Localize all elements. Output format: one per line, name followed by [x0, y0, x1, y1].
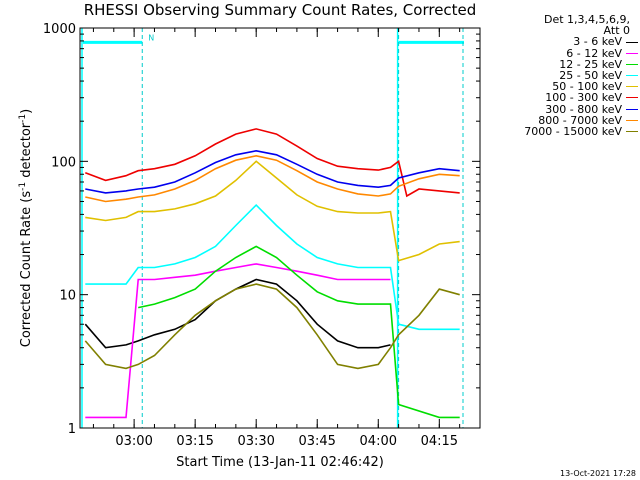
- x-axis-label: Start Time (13-Jan-11 02:46:42): [176, 455, 384, 470]
- x-tick-label: 03:30: [237, 434, 274, 449]
- legend-entry: 12 - 25 keV: [482, 59, 638, 70]
- legend-swatch: [626, 86, 638, 88]
- series-line-2: [85, 263, 391, 419]
- legend-swatch: [626, 119, 638, 121]
- legend-swatch: [626, 41, 638, 43]
- y-axis-label: Corrected Count Rate (s-1 detector-1): [18, 109, 34, 347]
- series-line-6: [85, 128, 460, 198]
- legend-swatch: [626, 108, 638, 110]
- x-tick-label: 03:15: [176, 434, 213, 449]
- legend-swatch: [626, 63, 638, 65]
- legend-label: 3 - 6 keV: [573, 35, 622, 49]
- legend-entry: 7000 - 15000 keV: [482, 126, 638, 137]
- legend-label: 12 - 25 keV: [559, 57, 622, 71]
- chart-title: RHESSI Observing Summary Count Rates, Co…: [83, 1, 477, 19]
- series-line-5: [85, 160, 460, 262]
- y-tick-label: 100: [51, 155, 76, 170]
- legend-header-line-2: Att 0: [603, 24, 630, 38]
- legend-entry: 100 - 300 keV: [482, 91, 638, 105]
- y-tick-label: 1: [68, 422, 76, 437]
- legend: Det 1,3,4,5,6,9, Att 0 3 - 6 keV 6 - 12 k…: [482, 14, 638, 137]
- legend-label: 300 - 800 keV: [545, 102, 622, 116]
- legend-swatch: [626, 52, 638, 54]
- legend-entry: 6 - 12 keV: [482, 46, 638, 60]
- series-line-9: [84, 283, 460, 370]
- x-tick-label: 03:00: [115, 434, 152, 449]
- legend-entry: 800 - 7000 keV: [482, 115, 638, 126]
- flag-marker: N: [148, 33, 154, 42]
- y-tick-label: 1000: [43, 22, 76, 37]
- plot-frame: [79, 27, 481, 429]
- legend-entry: 300 - 800 keV: [482, 102, 638, 116]
- legend-label: 50 - 100 keV: [552, 80, 622, 94]
- legend-label: 800 - 7000 keV: [538, 113, 622, 127]
- series-line-8: [85, 154, 460, 203]
- render-timestamp: 13-Oct-2021 17:28: [560, 469, 636, 478]
- series-line-1: [84, 278, 391, 349]
- legend-header-line-1: Det 1,3,4,5,6,9,: [543, 13, 630, 26]
- legend-label: 7000 - 15000 keV: [524, 124, 622, 138]
- series-line-4: [85, 203, 460, 331]
- legend-swatch: [626, 97, 638, 99]
- legend-label: 6 - 12 keV: [566, 46, 622, 60]
- legend-swatch: [626, 131, 638, 132]
- x-tick-label: 04:15: [421, 434, 458, 449]
- legend-label: 25 - 50 keV: [559, 68, 622, 82]
- series-line-3: [138, 245, 460, 419]
- legend-entry: 25 - 50 keV: [482, 70, 638, 81]
- legend-swatch: [626, 75, 638, 77]
- series-line-7: [85, 149, 460, 194]
- x-tick-label: 04:00: [360, 434, 397, 449]
- x-tick-label: 03:45: [298, 434, 335, 449]
- legend-label: 100 - 300 keV: [545, 91, 622, 105]
- legend-entry: 3 - 6 keV: [482, 35, 638, 49]
- y-tick-label: 10: [59, 289, 76, 304]
- legend-entry: 50 - 100 keV: [482, 81, 638, 92]
